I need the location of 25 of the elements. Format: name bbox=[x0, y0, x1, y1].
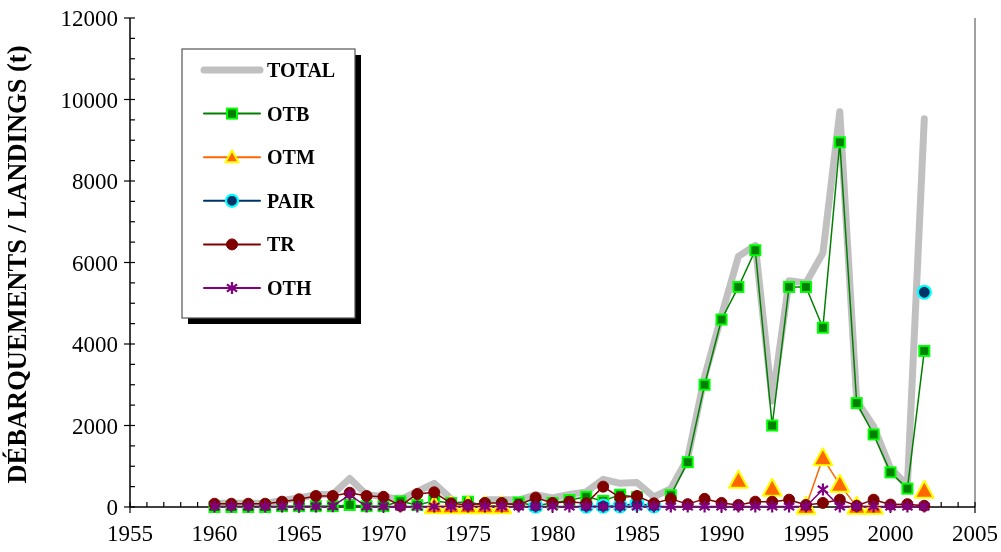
x-tick-label: 1960 bbox=[191, 521, 238, 546]
y-tick-label: 12000 bbox=[60, 6, 118, 32]
x-tick-label: 2005 bbox=[952, 521, 998, 546]
y-tick-label: 0 bbox=[106, 495, 118, 521]
x-tick-label: 1980 bbox=[529, 521, 576, 546]
y-tick-label: 2000 bbox=[72, 413, 118, 439]
y-tick-label: 8000 bbox=[72, 169, 118, 195]
x-tick-label: 1955 bbox=[107, 521, 153, 546]
y-tick-label: 10000 bbox=[60, 87, 118, 113]
x-tick-label: 1965 bbox=[276, 521, 322, 546]
legend-label: OTB bbox=[267, 102, 310, 125]
legend-label: OTM bbox=[267, 146, 315, 169]
x-tick-label: 1970 bbox=[360, 521, 407, 546]
legend-label: TOTAL bbox=[267, 59, 336, 81]
x-tick-label: 1975 bbox=[445, 521, 491, 546]
y-axis-title: DÉBARQUEMENTS / LANDINGS (t) bbox=[2, 45, 32, 484]
legend-label: OTH bbox=[267, 277, 312, 299]
y-tick-label: 6000 bbox=[72, 250, 118, 276]
x-tick-label: 1985 bbox=[614, 521, 660, 546]
x-tick-label: 1990 bbox=[698, 521, 745, 546]
x-tick-label: 2000 bbox=[867, 521, 914, 546]
y-tick-label: 4000 bbox=[72, 332, 118, 358]
legend-label: TR bbox=[267, 233, 296, 256]
x-tick-label: 1995 bbox=[783, 521, 829, 546]
legend-label: PAIR bbox=[267, 189, 315, 212]
